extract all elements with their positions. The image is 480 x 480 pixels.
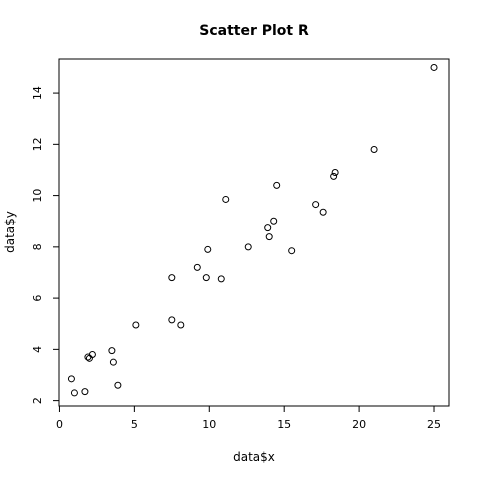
data-point [108, 347, 116, 355]
x-tick-label: 15 [277, 418, 291, 431]
chart-title: Scatter Plot R [199, 23, 309, 39]
data-point [273, 181, 281, 189]
data-point [67, 375, 75, 383]
data-point [430, 63, 438, 71]
data-point [202, 274, 210, 282]
y-axis-label: data$y [3, 211, 17, 253]
data-point [330, 172, 338, 180]
data-point [265, 233, 273, 241]
data-point [114, 381, 122, 389]
data-point [370, 145, 378, 153]
x-tick-label: 20 [352, 418, 366, 431]
data-point [312, 201, 320, 209]
data-point [204, 245, 212, 253]
y-tick-label: 8 [31, 243, 44, 250]
data-point [193, 263, 201, 271]
data-point [81, 388, 89, 396]
data-point [88, 350, 96, 358]
plot-frame [58, 58, 450, 407]
data-point [217, 275, 225, 283]
y-tick-label: 10 [31, 189, 44, 203]
y-tick-label: 4 [31, 346, 44, 353]
data-point [132, 321, 140, 329]
data-point [331, 169, 339, 177]
data-point [168, 316, 176, 324]
x-axis-label: data$x [233, 450, 275, 464]
y-tick-label: 6 [31, 295, 44, 302]
y-tick-label: 12 [31, 137, 44, 151]
x-axis: 0 5 10 15 20 25 [56, 406, 441, 431]
data-point [222, 195, 230, 203]
data-point [109, 358, 117, 366]
x-tick-label: 5 [131, 418, 138, 431]
data-point [270, 217, 278, 225]
y-tick-label: 14 [31, 86, 44, 100]
x-tick-label: 25 [427, 418, 441, 431]
data-point [288, 247, 296, 255]
y-axis: 2 4 6 8 10 12 14 [31, 86, 59, 404]
x-tick-label: 10 [202, 418, 216, 431]
data-point [264, 224, 272, 232]
x-tick-label: 0 [56, 418, 63, 431]
y-tick-label: 2 [31, 397, 44, 404]
data-point [168, 274, 176, 282]
data-point [177, 321, 185, 329]
data-points [67, 63, 438, 397]
data-point [244, 243, 252, 251]
data-point [70, 389, 78, 397]
data-point [319, 208, 327, 216]
